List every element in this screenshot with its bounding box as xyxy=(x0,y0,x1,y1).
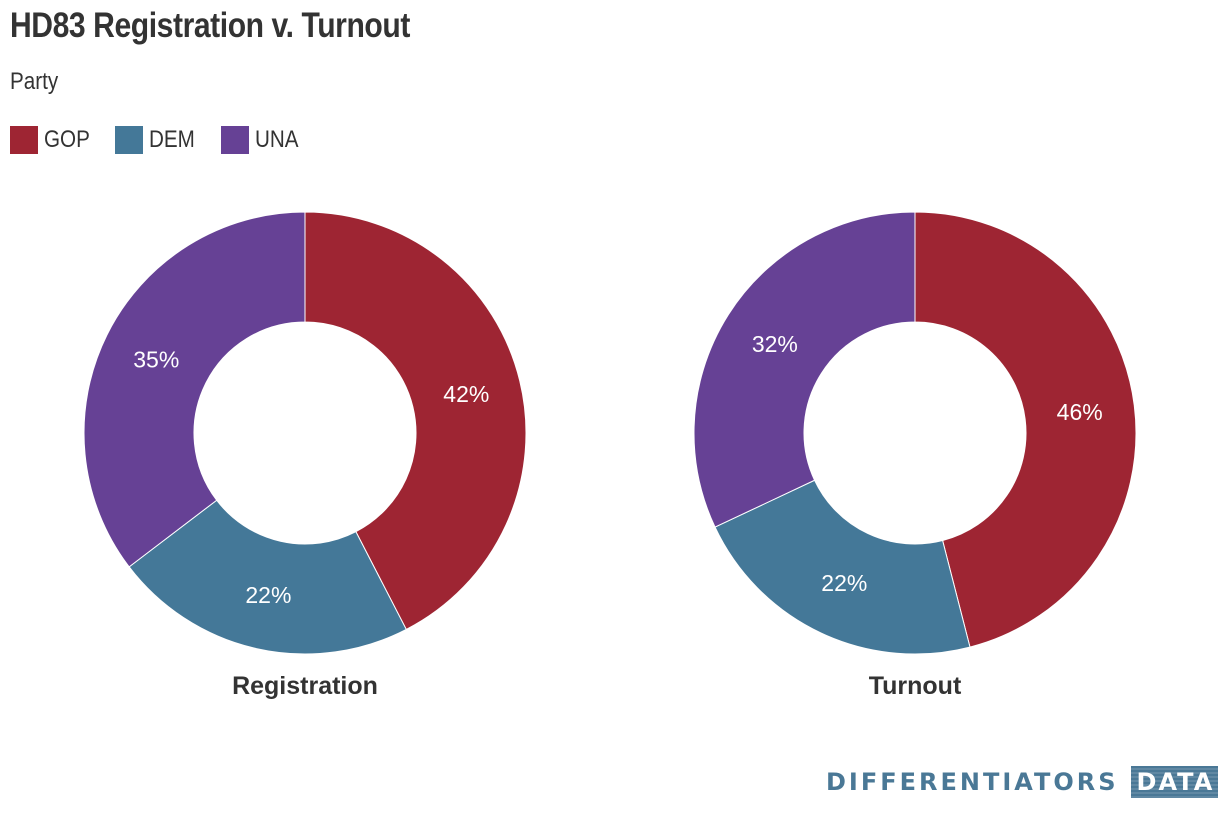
legend-label-gop: GOP xyxy=(44,126,90,153)
legend-swatch-dem xyxy=(115,126,144,154)
legend-label-dem: DEM xyxy=(149,126,196,153)
slice-dem[interactable] xyxy=(714,479,971,655)
legend-label-una: UNA xyxy=(254,126,299,153)
chart-title: HD83 Registration v. Turnout xyxy=(10,6,410,45)
slice-label-una: 32% xyxy=(752,331,798,357)
legend-swatch-gop xyxy=(10,126,38,154)
slice-label-gop: 42% xyxy=(443,381,489,407)
brand-data-box: DATA xyxy=(1130,766,1219,798)
slice-label-dem: 22% xyxy=(821,570,867,596)
chart-label-turnout: Turnout xyxy=(869,672,962,700)
legend-swatch-una xyxy=(220,126,249,154)
brand-logo: DIFFERENTIATORS DATA xyxy=(826,766,1219,798)
slice-label-dem: 22% xyxy=(245,582,291,608)
turnout-donut: 46% 22% 32% Turnout xyxy=(693,211,1137,700)
slice-label-una: 35% xyxy=(133,346,179,372)
brand-name: DIFFERENTIATORS xyxy=(826,768,1119,796)
slice-una[interactable] xyxy=(83,211,306,568)
slice-una[interactable] xyxy=(693,211,916,528)
legend: GOP DEM UNA xyxy=(10,126,323,154)
slice-label-gop: 46% xyxy=(1057,399,1103,425)
legend-item-una[interactable]: UNA xyxy=(220,126,306,154)
chart-label-registration: Registration xyxy=(232,672,378,700)
registration-donut: 42% 22% 35% Registration xyxy=(83,211,527,700)
chart-subtitle: Party xyxy=(10,68,59,95)
slice-dem[interactable] xyxy=(128,499,407,655)
slice-gop[interactable] xyxy=(304,211,527,631)
legend-item-gop[interactable]: GOP xyxy=(10,126,97,154)
legend-item-dem[interactable]: DEM xyxy=(115,126,202,154)
slice-gop[interactable] xyxy=(914,211,1137,648)
